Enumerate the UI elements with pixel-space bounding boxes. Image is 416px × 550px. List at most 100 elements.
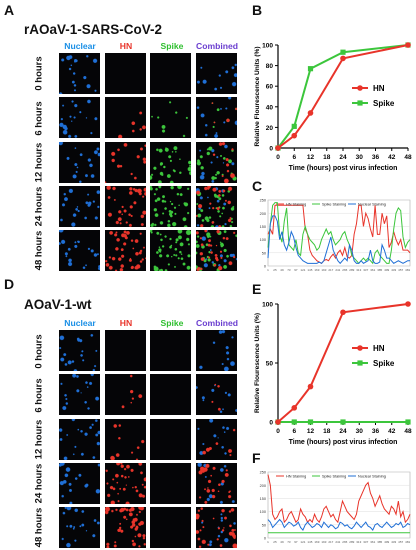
- gridA-cell-r3-spike: [150, 185, 191, 227]
- panel-letter-b: B: [252, 2, 263, 18]
- gridD-cell-r2-spike: [150, 418, 191, 460]
- chartE-ytick-label-0: 0: [269, 420, 273, 427]
- chartE-xtick-label-8: 48: [404, 428, 412, 435]
- chartF-xtick-label-60: 481: [405, 540, 410, 544]
- chartB-point-hn-1: [291, 132, 298, 139]
- chartE-xlabel: Time (hours) post virus infection: [289, 439, 398, 446]
- chartE-xtick-label-2: 12: [307, 428, 315, 435]
- gridA-cell-r3-nuclear: [59, 185, 100, 227]
- chartF-xtick-label-54: 433: [391, 540, 396, 544]
- chartC-xtick-label-21: 169: [314, 268, 319, 272]
- chartF-ytick-label-2: 100: [260, 510, 266, 514]
- chartE-ytick-label-1: 50: [266, 361, 274, 368]
- chartF-ytick-label-0: 0: [264, 537, 266, 541]
- chartB-ytick-label-4: 80: [266, 63, 274, 70]
- panel-letter-c: C: [252, 178, 263, 194]
- chartF-ytick-label-5: 250: [260, 471, 266, 475]
- gridA-cell-r3-hn: [104, 185, 146, 227]
- chartE-point-hn-4: [405, 301, 411, 307]
- chartC-xtick-label-33: 265: [342, 268, 347, 272]
- panel-letter-e: E: [252, 281, 262, 297]
- chartC-legend-label-0: HN Staining: [286, 203, 306, 207]
- chartB-point-hn-4: [405, 42, 411, 48]
- chart-e-time-course: 0 50 100 0 6 12 18 24 30 36 42 48 Time (hours) post …: [254, 301, 412, 446]
- chartB-xtick-label-2: 12: [307, 154, 315, 161]
- chartF-series-2: [267, 518, 411, 531]
- panel-d-title: AOaV-1-wt: [24, 297, 92, 312]
- chartF-xtick-label-33: 265: [342, 540, 347, 544]
- panel-d-col-nuclear: Nuclear: [64, 318, 96, 328]
- chartF-xtick-label-36: 289: [349, 540, 354, 544]
- gridA-cell-r2-spike: [150, 141, 191, 183]
- panel-a-col-combined: Combined: [195, 41, 238, 51]
- gridD-cell-r0-hn: [104, 330, 146, 371]
- chartC-xtick-label-24: 193: [321, 268, 326, 272]
- gridD-cell-r2-combined: [195, 418, 237, 460]
- chartE-xtick-label-6: 36: [372, 428, 380, 435]
- chartF-xtick-label-51: 409: [384, 540, 389, 544]
- gridA-cell-r2-nuclear: [59, 141, 100, 183]
- chartC-xtick-label-18: 145: [307, 268, 312, 272]
- panel-d-col-combined: Combined: [195, 318, 238, 328]
- panel-letter-f: F: [252, 450, 261, 466]
- chartF-xtick-label-21: 169: [314, 540, 319, 544]
- chartC-xtick-label-42: 337: [363, 268, 368, 272]
- chartB-ytick-label-5: 100: [262, 43, 273, 50]
- panel-d-col-hn: HN: [119, 318, 133, 328]
- gridA-cell-r0-spike: [150, 53, 191, 94]
- chartF-xtick-label-42: 337: [363, 540, 368, 544]
- gridA-cell-r4-combined: [195, 230, 237, 272]
- chartF-ytick-label-4: 200: [260, 484, 266, 488]
- chartB-legend-marker-1: [357, 100, 363, 106]
- gridD-cell-r4-hn: [104, 507, 146, 549]
- chartF-ytick-label-3: 150: [260, 497, 266, 501]
- chartC-xtick-label-60: 481: [405, 268, 410, 272]
- gridD-cell-r4-spike: [150, 507, 191, 549]
- gridA-cell-r3-combined: [195, 185, 237, 227]
- chartB-xtick-label-6: 36: [372, 154, 380, 161]
- chartC-ytick-label-3: 150: [260, 225, 266, 229]
- chartF-xtick-label-39: 313: [356, 540, 361, 544]
- chartC-legend-label-2: Nuclear Staining: [358, 203, 386, 207]
- chartC-xtick-label-54: 433: [391, 268, 396, 272]
- chartC-ytick-label-5: 250: [260, 199, 266, 203]
- panel-a-row-48h: 48 hours: [33, 230, 45, 271]
- chartB-ytick-label-1: 20: [266, 125, 274, 132]
- chartB-xtick-label-0: 0: [276, 154, 280, 161]
- chartF-xtick-label-15: 121: [300, 540, 305, 544]
- chartC-xtick-label-57: 457: [398, 268, 403, 272]
- chartE-legend-marker-0: [357, 345, 363, 351]
- chartC-xtick-label-9: 73: [287, 268, 291, 272]
- gridD-cell-r4-nuclear: [59, 507, 100, 549]
- chartB-xlabel: Time (hours) post virus infection: [289, 165, 398, 172]
- chartE-point-hn-1: [291, 405, 298, 411]
- chartB-ytick-label-2: 40: [266, 104, 274, 111]
- chartC-plot-area: [267, 199, 411, 267]
- gridD-cell-r1-combined: [195, 374, 237, 416]
- gridA-cell-r4-spike: [150, 230, 191, 272]
- panel-d-row-12h: 12 hours: [33, 419, 45, 460]
- gridA-cell-r0-nuclear: [59, 53, 100, 94]
- chartC-series-1: [267, 202, 411, 265]
- chartE-xtick-label-5: 30: [356, 428, 364, 435]
- panel-a-row-12h: 12 hours: [33, 142, 45, 183]
- panel-d-col-spike: Spike: [160, 318, 184, 328]
- panel-a-row-24h: 24 hours: [33, 186, 45, 227]
- panel-a-title: rAOaV-1-SARS-CoV-2: [24, 22, 163, 37]
- panel-letter-d: D: [4, 276, 15, 292]
- gridD-cell-r4-combined: [195, 507, 237, 549]
- chartE-xtick-label-3: 18: [323, 428, 331, 435]
- gridD-cell-r0-combined: [195, 330, 237, 371]
- chartE-point-hn-0: [275, 419, 281, 425]
- gridA-cell-r2-combined: [195, 141, 237, 183]
- chartE-legend-label-1: Spike: [373, 359, 395, 368]
- chartB-legend-marker-0: [357, 85, 363, 91]
- chartC-xtick-label-6: 49: [280, 268, 284, 272]
- panel-a-col-spike: Spike: [160, 41, 184, 51]
- chartE-point-hn-3: [340, 309, 346, 316]
- chartE-point-spike-4: [405, 419, 411, 425]
- chartF-plot-area: [267, 471, 411, 539]
- gridD-cell-r2-hn: [104, 418, 146, 460]
- gridA-cell-r4-nuclear: [59, 230, 100, 272]
